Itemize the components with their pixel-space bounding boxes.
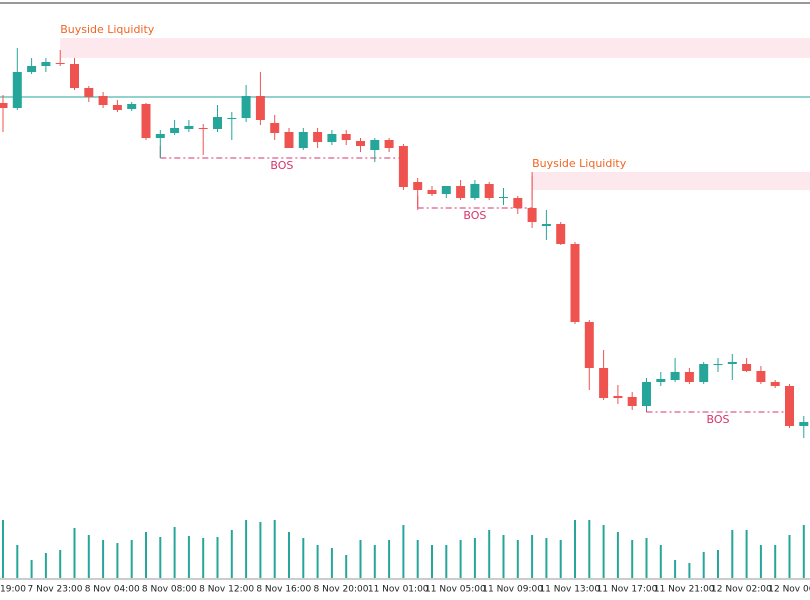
- x-tick-label: 11 Nov 01:00: [368, 585, 429, 595]
- candle-body: [456, 186, 466, 198]
- candle-body: [55, 63, 65, 64]
- candle-body: [12, 72, 22, 108]
- candle-body: [656, 379, 666, 382]
- candle-body: [313, 132, 323, 142]
- candle-body: [527, 208, 537, 222]
- x-tick-label: 19:00: [0, 585, 26, 595]
- candle-body: [513, 198, 523, 208]
- candle-body: [570, 244, 580, 322]
- x-tick-label: 8 Nov 08:00: [142, 585, 197, 595]
- candle-body: [499, 197, 508, 198]
- x-tick-label: 12 Nov 02:00: [711, 585, 772, 595]
- candle-body: [327, 134, 337, 142]
- candle-body: [384, 140, 394, 148]
- zone-label: Buyside Liquidity: [60, 23, 155, 36]
- candle-body: [170, 128, 180, 133]
- candle-body: [213, 117, 222, 129]
- x-tick-label: 8 Nov 12:00: [199, 585, 254, 595]
- candle-body: [112, 105, 122, 110]
- candle-body: [0, 103, 8, 108]
- candle-body: [727, 362, 737, 364]
- candle-body: [70, 64, 79, 88]
- candle-body: [270, 123, 280, 133]
- candle-body: [799, 422, 809, 426]
- candle-body: [541, 224, 551, 226]
- bos-label: BOS: [270, 159, 293, 172]
- candle-body: [699, 364, 709, 382]
- candle-body: [27, 66, 37, 72]
- candle-body: [427, 190, 437, 194]
- candle-body: [584, 322, 594, 368]
- candle-body: [642, 382, 651, 406]
- candle-body: [255, 96, 265, 120]
- x-tick-label: 11 Nov 21:00: [654, 585, 715, 595]
- liquidity-zone: [60, 38, 810, 58]
- candle-body: [484, 184, 494, 198]
- candle-body: [713, 364, 723, 365]
- bos-label: BOS: [463, 209, 486, 222]
- candle-body: [298, 132, 308, 148]
- candle-body: [284, 132, 294, 148]
- candle-body: [742, 364, 752, 371]
- bos-label: BOS: [707, 413, 730, 426]
- x-tick-label: 11 Nov 17:00: [597, 585, 658, 595]
- x-tick-label: 11 Nov 05:00: [425, 585, 486, 595]
- candle-body: [556, 224, 566, 244]
- candle-body: [155, 134, 165, 138]
- candle-body: [398, 146, 408, 187]
- x-tick-label: 8 Nov 04:00: [85, 585, 140, 595]
- candle-body: [613, 396, 623, 398]
- candle-body: [684, 372, 694, 382]
- candle-body: [184, 126, 194, 129]
- x-tick-label: 12 Nov 06:00: [768, 585, 810, 595]
- x-tick-label: 8 Nov 16:00: [256, 585, 311, 595]
- candle-body: [127, 104, 137, 109]
- candle-body: [599, 368, 609, 398]
- candle-body: [441, 186, 451, 194]
- candle-body: [227, 118, 237, 119]
- candle-body: [341, 134, 351, 140]
- x-tick-label: 8 Nov 20:00: [314, 585, 369, 595]
- candle-body: [84, 88, 94, 97]
- zone-label: Buyside Liquidity: [532, 157, 627, 170]
- x-tick-label: 11 Nov 09:00: [482, 585, 543, 595]
- candle-body: [41, 62, 51, 66]
- x-tick-label: 7 Nov 23:00: [28, 585, 83, 595]
- candle-body: [627, 397, 637, 406]
- candle-body: [241, 96, 251, 118]
- candle-body: [785, 386, 794, 426]
- candle-body: [198, 128, 208, 129]
- candle-body: [141, 104, 151, 138]
- candle-body: [670, 372, 680, 380]
- candle-body: [370, 140, 380, 150]
- candle-body: [413, 182, 423, 190]
- candle-body: [470, 184, 480, 198]
- liquidity-zone: [532, 172, 810, 190]
- candle-body: [756, 371, 766, 382]
- candle-body: [98, 96, 108, 105]
- candle-body: [770, 382, 780, 386]
- candle-body: [356, 141, 365, 146]
- x-tick-label: 11 Nov 13:00: [539, 585, 600, 595]
